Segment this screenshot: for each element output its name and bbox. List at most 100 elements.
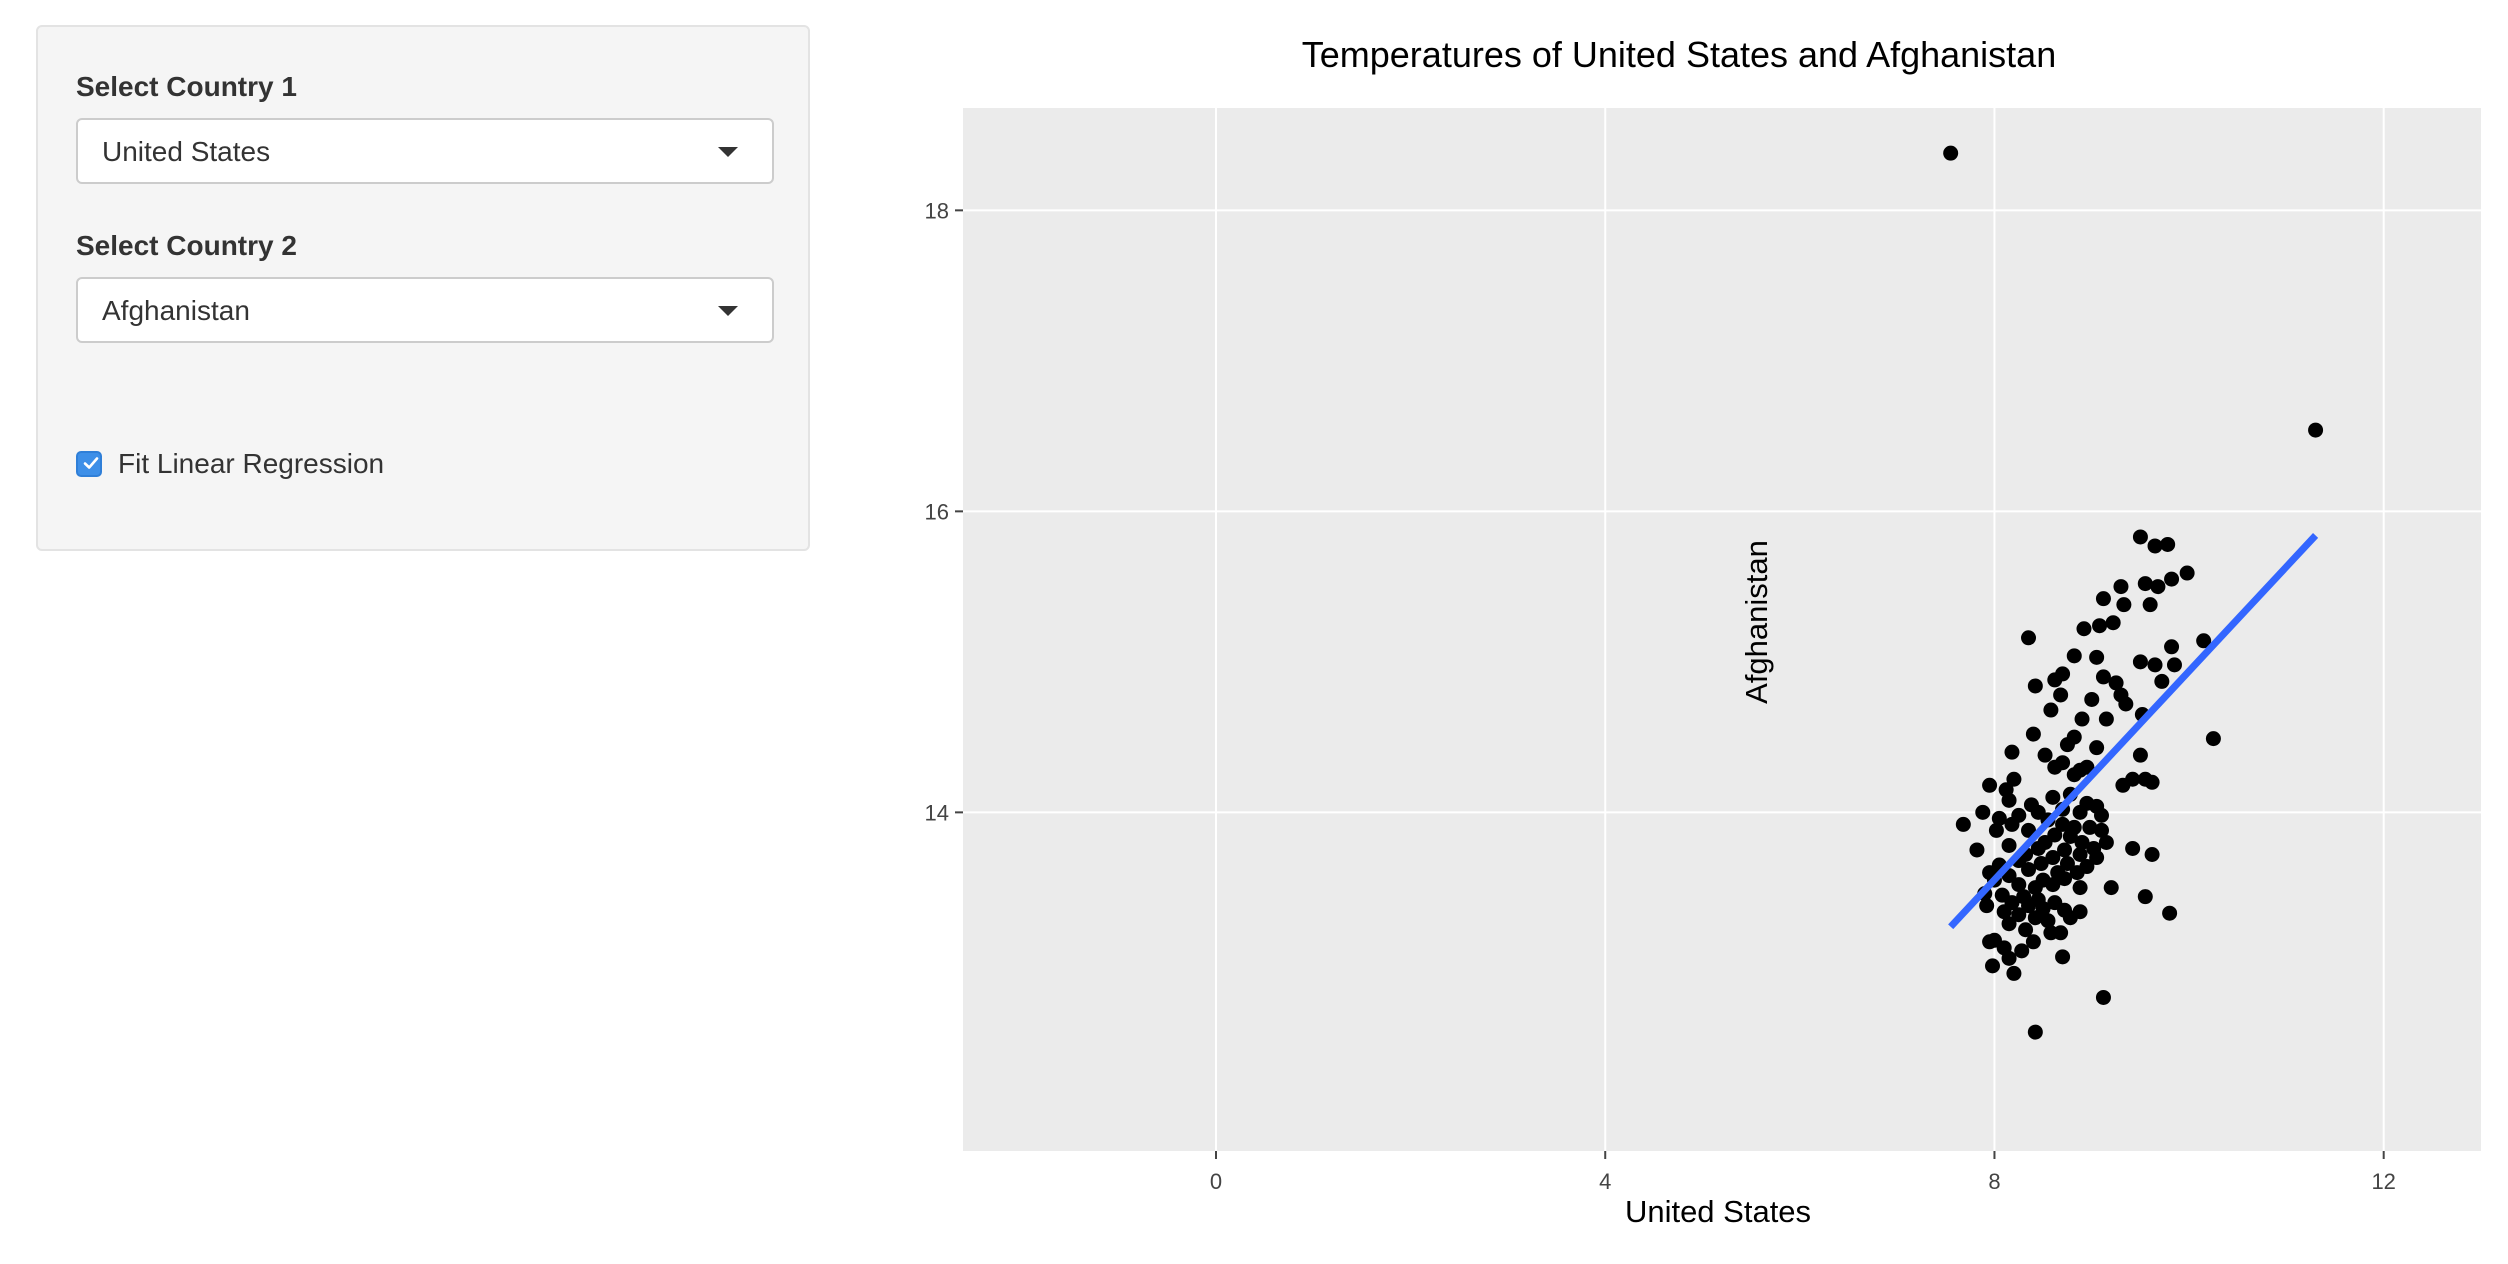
data-point bbox=[2027, 910, 2043, 926]
y-tick-label: 14 bbox=[925, 800, 949, 825]
data-point bbox=[2047, 759, 2063, 775]
data-point bbox=[2308, 422, 2324, 438]
data-point bbox=[2147, 657, 2163, 673]
x-tick-label: 12 bbox=[2371, 1169, 2395, 1194]
data-point bbox=[2164, 639, 2180, 655]
data-point bbox=[2098, 711, 2114, 727]
data-point bbox=[2072, 804, 2088, 820]
data-point bbox=[2164, 571, 2180, 587]
data-point bbox=[2045, 789, 2061, 805]
data-point bbox=[2125, 840, 2141, 856]
data-point bbox=[2072, 880, 2088, 896]
data-point bbox=[2037, 747, 2053, 763]
data-point bbox=[2018, 922, 2034, 938]
data-point bbox=[2057, 871, 2073, 887]
data-point bbox=[2033, 856, 2049, 872]
data-point bbox=[2142, 597, 2158, 613]
data-point bbox=[2001, 950, 2017, 966]
data-point bbox=[2047, 672, 2063, 688]
data-point bbox=[2108, 675, 2124, 691]
data-point bbox=[2045, 850, 2061, 866]
x-tick-label: 0 bbox=[1210, 1169, 1222, 1194]
data-point bbox=[2137, 576, 2153, 592]
data-point bbox=[2072, 847, 2088, 863]
chart-title: Temperatures of United States and Afghan… bbox=[1302, 34, 2056, 75]
data-point bbox=[2074, 711, 2090, 727]
data-point bbox=[2025, 934, 2041, 950]
data-point bbox=[2095, 591, 2111, 607]
data-point bbox=[1982, 934, 1998, 950]
country1-label: Select Country 1 bbox=[76, 71, 297, 102]
regression-checkbox[interactable] bbox=[76, 451, 102, 477]
data-point bbox=[2094, 807, 2109, 823]
data-point bbox=[2004, 816, 2020, 832]
data-point bbox=[2040, 913, 2056, 929]
data-point bbox=[2154, 673, 2170, 689]
axes: 0 4 8 12 14 16 18 bbox=[925, 198, 2396, 1194]
data-point bbox=[2082, 819, 2098, 835]
data-point bbox=[2116, 597, 2132, 613]
data-point bbox=[2021, 862, 2037, 878]
data-point bbox=[2137, 771, 2153, 787]
x-tick-label: 4 bbox=[1599, 1169, 1611, 1194]
data-point bbox=[2098, 834, 2114, 850]
chevron-down-icon bbox=[718, 147, 738, 157]
data-point bbox=[2006, 965, 2022, 981]
data-point bbox=[2045, 877, 2061, 893]
data-point bbox=[2057, 842, 2073, 858]
data-point bbox=[2089, 649, 2105, 665]
data-point bbox=[2066, 767, 2082, 783]
country2-selected-value: Afghanistan bbox=[102, 295, 250, 326]
data-point bbox=[2062, 910, 2078, 926]
data-point bbox=[2132, 529, 2148, 545]
data-point bbox=[2150, 579, 2166, 595]
data-point bbox=[2092, 618, 2108, 634]
data-point bbox=[2004, 744, 2020, 760]
data-point bbox=[1955, 816, 1971, 832]
data-point bbox=[2137, 889, 2153, 905]
data-point bbox=[1943, 145, 1959, 161]
regression-checkbox-label: Fit Linear Regression bbox=[118, 448, 385, 479]
data-point bbox=[2059, 737, 2075, 753]
data-point bbox=[2162, 905, 2178, 921]
data-point bbox=[2062, 828, 2078, 844]
check-icon bbox=[83, 457, 99, 469]
data-point bbox=[2053, 687, 2069, 703]
data-point bbox=[2025, 726, 2041, 742]
y-tick-label: 18 bbox=[925, 198, 949, 223]
data-point bbox=[2166, 657, 2182, 673]
data-point bbox=[2103, 880, 2119, 896]
y-axis-label: Afghanistan bbox=[1739, 540, 1774, 704]
data-point bbox=[2001, 916, 2017, 932]
data-point bbox=[1979, 898, 1995, 914]
country1-select[interactable]: United States bbox=[76, 118, 774, 184]
data-point bbox=[2021, 630, 2037, 646]
data-point bbox=[2043, 702, 2059, 718]
data-point bbox=[2069, 865, 2085, 881]
scatter-chart: Temperatures of United States and Afghan… bbox=[925, 34, 2481, 1229]
data-point bbox=[2132, 654, 2148, 670]
data-point bbox=[2011, 877, 2027, 893]
country2-select[interactable]: Afghanistan bbox=[76, 277, 774, 343]
data-point bbox=[2144, 847, 2160, 863]
data-point bbox=[2001, 837, 2017, 853]
data-point bbox=[1991, 810, 2007, 826]
regression-line bbox=[1948, 533, 2319, 930]
data-point bbox=[2095, 989, 2111, 1005]
data-point bbox=[2089, 740, 2105, 756]
data-point bbox=[2118, 696, 2134, 712]
data-point bbox=[2132, 747, 2148, 763]
sidebar-panel: Select Country 1 United States Select Co… bbox=[36, 25, 810, 551]
grid-lines bbox=[963, 108, 2481, 1151]
x-tick-label: 8 bbox=[1988, 1169, 2000, 1194]
data-point bbox=[2076, 621, 2092, 637]
data-point bbox=[2021, 898, 2037, 914]
country2-label: Select Country 2 bbox=[76, 230, 297, 261]
data-point bbox=[2014, 943, 2030, 959]
data-point bbox=[2160, 536, 2176, 552]
data-point bbox=[2147, 538, 2163, 554]
data-point bbox=[2084, 691, 2100, 707]
data-point bbox=[2179, 565, 2195, 581]
data-point bbox=[2115, 777, 2131, 793]
data-point bbox=[2066, 648, 2082, 664]
